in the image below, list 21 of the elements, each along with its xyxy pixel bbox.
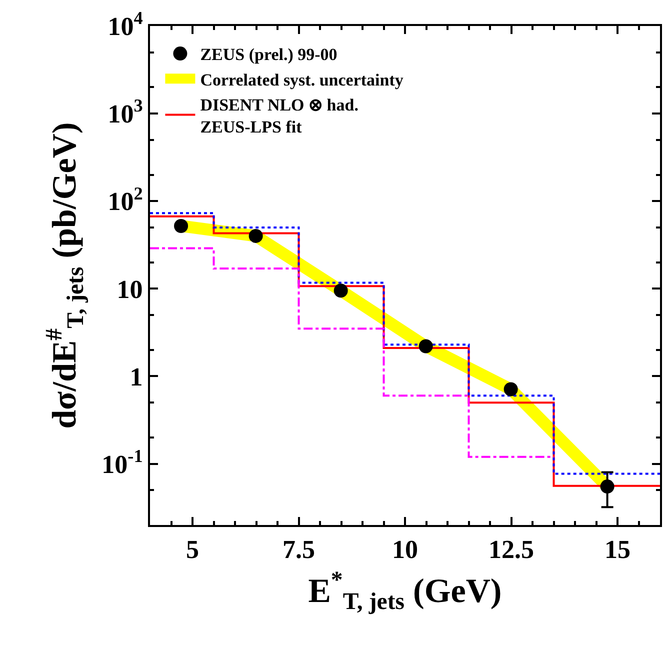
point	[600, 480, 614, 494]
legend-label: Correlated syst. uncertainty	[200, 70, 404, 90]
x-tick-label: 10	[392, 535, 418, 564]
y-tick-label: 1	[130, 362, 143, 392]
x-tick-label: 12.5	[488, 535, 534, 564]
y-tick-label: 10$^{4}$	[108, 8, 143, 42]
y-tick-label: 10$^{2}$	[108, 183, 143, 216]
x-tick-label: 5	[186, 535, 199, 564]
x-tick-label: 7.5	[282, 535, 315, 564]
y-tick-label: 10$^{3}$	[108, 96, 143, 129]
x-axis-title: E$^{*}$$_{T, jets}$ (GeV)	[308, 568, 502, 616]
point	[504, 382, 518, 396]
legend-label: DISENT NLO ⊗ had. ZEUS-LPS fit	[200, 95, 358, 136]
point	[418, 339, 433, 354]
point	[248, 228, 263, 243]
x-tick-label: 15	[604, 535, 630, 564]
y-tick-label: 10	[116, 274, 143, 304]
point	[174, 218, 188, 233]
point	[334, 284, 348, 298]
y-tick-label: 10$^{-1}$	[102, 446, 143, 479]
legend-label: ZEUS (prel.) 99-00	[200, 45, 338, 64]
